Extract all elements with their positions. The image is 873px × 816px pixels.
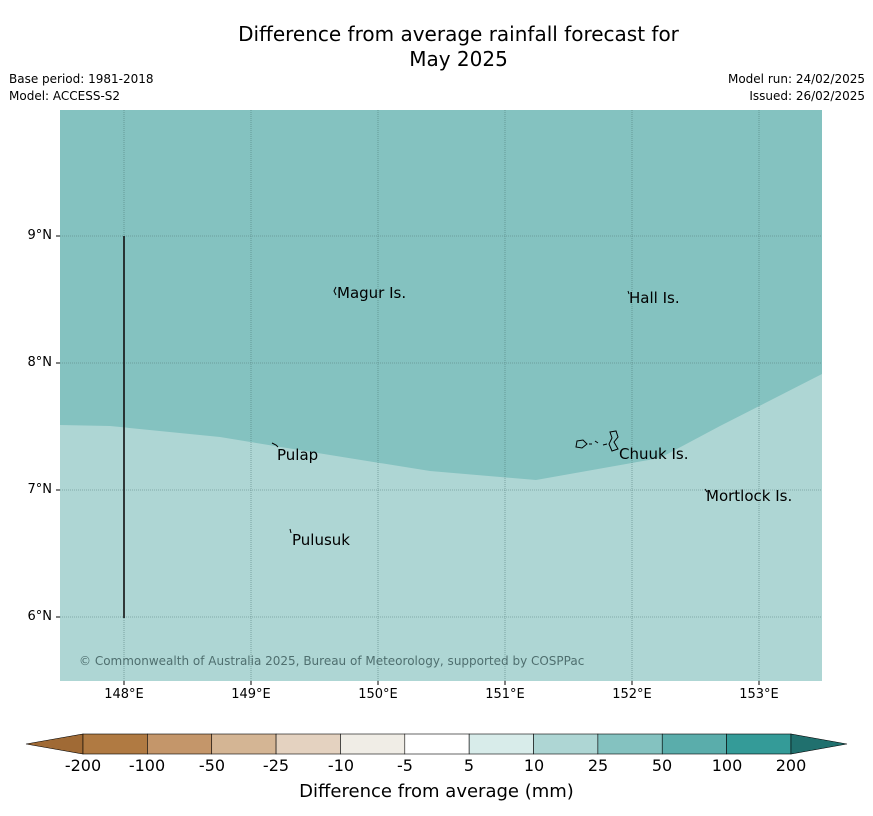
colorbar-segment xyxy=(211,733,277,755)
colorbar-extend-high xyxy=(790,733,848,755)
colorbar-segment xyxy=(661,733,727,755)
colorbar-title: Difference from average (mm) xyxy=(299,781,574,802)
lat-label-9: 9°N xyxy=(27,228,53,243)
meta-left: Base period: 1981-2018 Model: ACCESS-S2 xyxy=(9,71,154,105)
colorbar-segment xyxy=(468,733,534,755)
model-name: Model: ACCESS-S2 xyxy=(9,89,121,103)
colorbar-label: -25 xyxy=(262,756,290,775)
colorbar-label: -200 xyxy=(64,756,102,775)
gridlines xyxy=(60,110,822,681)
title-line-1: Difference from average rainfall forecas… xyxy=(238,22,679,46)
colorbar-extend-low xyxy=(25,733,84,755)
colorbar-segment xyxy=(533,733,599,755)
island-pulusuk xyxy=(289,528,292,534)
colorbar-label: 5 xyxy=(463,756,475,775)
colorbar-label: 50 xyxy=(651,756,673,775)
place-label-magur: Magur Is. xyxy=(337,284,407,302)
colorbar-segment xyxy=(726,733,792,755)
lon-label-153: 153°E xyxy=(739,687,779,702)
islands xyxy=(271,286,708,534)
colorbar xyxy=(25,733,848,755)
colorbar-segment xyxy=(275,733,341,755)
colorbar-label: -10 xyxy=(327,756,355,775)
lon-label-151: 151°E xyxy=(485,687,525,702)
lat-label-6: 6°N xyxy=(27,609,53,624)
lon-label-148: 148°E xyxy=(104,687,144,702)
island-pulap xyxy=(271,442,279,448)
lon-label-150: 150°E xyxy=(358,687,398,702)
issued-date: Issued: 26/02/2025 xyxy=(749,89,865,103)
colorbar-segment xyxy=(597,733,663,755)
colorbar-label: -50 xyxy=(198,756,226,775)
colorbar-segment xyxy=(147,733,213,755)
island-chuuk-4 xyxy=(602,443,608,446)
place-label-chuuk: Chuuk Is. xyxy=(619,445,689,463)
meta-right: Model run: 24/02/2025 Issued: 26/02/2025 xyxy=(728,71,865,105)
island-chuuk-1 xyxy=(575,439,588,449)
colorbar-segment xyxy=(340,733,406,755)
colorbar-label: -100 xyxy=(128,756,166,775)
lon-label-149: 149°E xyxy=(231,687,271,702)
map-region-lower xyxy=(60,374,822,681)
colorbar-label: 100 xyxy=(711,756,743,775)
place-label-mortlock: Mortlock Is. xyxy=(706,487,793,505)
base-period: Base period: 1981-2018 xyxy=(9,72,154,86)
lon-label-152: 152°E xyxy=(612,687,652,702)
island-mortlock xyxy=(704,488,708,493)
colorbar-label: -5 xyxy=(397,756,413,775)
lat-label-7: 7°N xyxy=(27,482,53,497)
model-run: Model run: 24/02/2025 xyxy=(727,72,865,86)
place-label-pulusuk: Pulusuk xyxy=(292,531,350,549)
island-hall xyxy=(627,290,630,295)
colorbar-label: 200 xyxy=(775,756,807,775)
island-magur xyxy=(333,286,337,296)
copyright-notice: © Commonwealth of Australia 2025, Bureau… xyxy=(79,654,585,668)
tick-marks xyxy=(56,235,760,685)
place-label-hall: Hall Is. xyxy=(629,289,680,307)
chart-title: Difference from average rainfall forecas… xyxy=(0,22,873,72)
colorbar-label: 25 xyxy=(587,756,609,775)
colorbar-segment xyxy=(404,733,470,755)
island-chuuk-3 xyxy=(594,440,599,444)
colorbar-segment xyxy=(82,733,148,755)
island-chuuk-5 xyxy=(608,430,619,452)
lat-label-8: 8°N xyxy=(27,355,53,370)
title-line-2: May 2025 xyxy=(409,47,508,71)
colorbar-label: 10 xyxy=(523,756,545,775)
place-label-pulap: Pulap xyxy=(277,446,319,464)
